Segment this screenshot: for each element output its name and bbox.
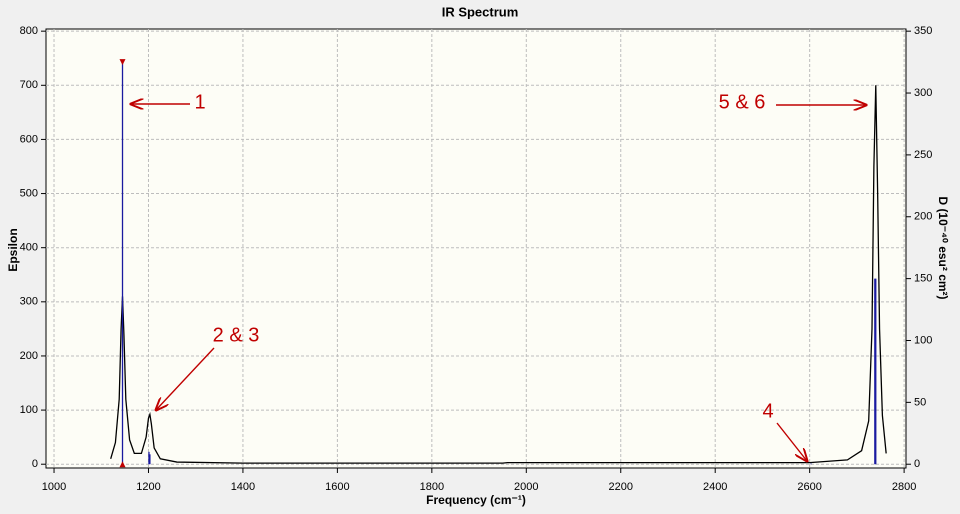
y-tick-label: 500	[20, 187, 38, 199]
x-tick-label: 1200	[136, 481, 160, 493]
y2-tick-label: 350	[914, 25, 932, 37]
x-tick-label: 1000	[42, 481, 66, 493]
y-tick-label: 400	[20, 242, 38, 254]
y2-tick-label: 200	[914, 211, 932, 223]
selection-marker	[119, 59, 126, 66]
x-tick-label: 2800	[892, 481, 916, 493]
annotation: 4	[762, 400, 773, 422]
x-tick-label: 1600	[325, 481, 349, 493]
y-tick-label: 200	[20, 350, 38, 362]
y-tick-label: 300	[20, 296, 38, 308]
y2-tick-label: 0	[914, 458, 920, 470]
x-tick-label: 2600	[797, 481, 821, 493]
y-tick-label: 800	[20, 25, 38, 37]
y-tick-label: 100	[20, 404, 38, 416]
annotation-arrow	[776, 422, 807, 461]
x-tick-label: 2000	[514, 481, 538, 493]
annotation: 5 & 6	[719, 91, 766, 113]
annotation-arrow	[156, 347, 215, 410]
x-tick-label: 2400	[703, 481, 727, 493]
y-tick-label: 0	[32, 458, 38, 470]
y-axis-label: Epsilon	[6, 228, 20, 271]
x-axis-label: Frequency (cm⁻¹)	[426, 493, 526, 507]
x-tick-label: 1400	[231, 481, 255, 493]
x-tick-label: 2200	[609, 481, 633, 493]
y2-tick-label: 250	[914, 149, 932, 161]
y2-tick-label: 150	[914, 273, 932, 285]
annotation: 2 & 3	[213, 324, 260, 346]
annotation: 1	[194, 91, 205, 113]
chart-title: IR Spectrum	[442, 4, 519, 19]
y2-tick-label: 100	[914, 334, 932, 346]
y2-axis-label: D (10⁻⁴⁰ esu² cm²)	[936, 196, 950, 299]
y-tick-label: 600	[20, 133, 38, 145]
spectrum-line	[110, 85, 887, 464]
y2-tick-label: 300	[914, 87, 932, 99]
x-tick-label: 1800	[420, 481, 444, 493]
selection-marker	[119, 461, 126, 468]
y-tick-label: 700	[20, 79, 38, 91]
plot-area	[45, 28, 907, 469]
y2-tick-label: 50	[914, 396, 926, 408]
